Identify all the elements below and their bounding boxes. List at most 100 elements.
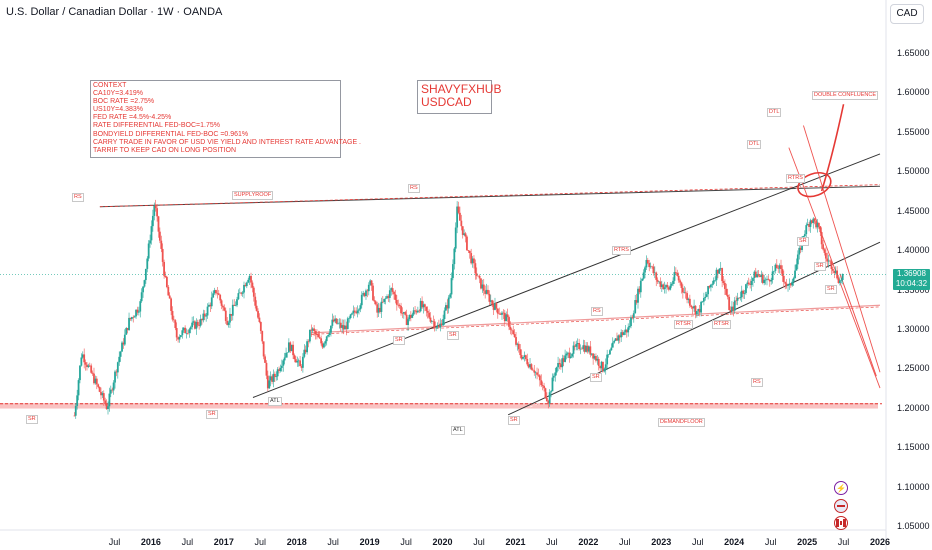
- candle-body: [782, 275, 785, 283]
- candle-body: [426, 310, 429, 313]
- candle-body: [773, 270, 775, 272]
- candle-body: [655, 272, 658, 280]
- candle-body: [372, 285, 374, 301]
- rtsr-label[interactable]: RTSR: [712, 320, 731, 329]
- rtsr-label[interactable]: RTSR: [674, 320, 693, 329]
- supply-roof-label[interactable]: SUPPLYROOF: [232, 191, 274, 200]
- candle-body: [679, 280, 681, 283]
- candle-body: [702, 297, 705, 302]
- candle-body: [494, 302, 496, 310]
- candle-body: [700, 301, 702, 313]
- brand-note-box[interactable]: SHAVYFXHUB USDCAD: [417, 80, 502, 114]
- canada-flag-icon[interactable]: [834, 516, 848, 530]
- candle-body: [366, 290, 369, 292]
- candle-body: [649, 266, 652, 268]
- candle-body: [743, 292, 746, 294]
- rs-label[interactable]: RS: [408, 184, 420, 193]
- dtl-label[interactable]: DTL: [767, 108, 782, 117]
- context-note-box[interactable]: CONTEXT CA10Y=3.419% BOC RATE =2.75% US1…: [90, 80, 361, 158]
- candle-body: [732, 306, 735, 311]
- atl-label[interactable]: ATL: [268, 397, 282, 406]
- candle-body: [541, 385, 544, 386]
- candle-body: [157, 216, 160, 232]
- candle-body: [254, 296, 257, 306]
- rtrs-label[interactable]: RTRS: [612, 246, 631, 255]
- last-price-marker[interactable]: 1.36908 10:04:32: [893, 269, 930, 290]
- candle-body: [251, 282, 254, 288]
- candle-body: [317, 334, 320, 338]
- candle-body: [740, 290, 743, 298]
- dtl-label[interactable]: DTL: [747, 140, 762, 149]
- sr-label[interactable]: SR: [814, 262, 826, 271]
- candle-body: [551, 377, 554, 392]
- double-confluence-label[interactable]: DOUBLE CONFLUENCE: [812, 91, 879, 100]
- rs-label[interactable]: RS: [591, 307, 603, 316]
- candle-body: [397, 304, 400, 306]
- candle-body: [289, 342, 292, 352]
- candle-body: [175, 328, 178, 338]
- atl-label[interactable]: ATL: [451, 426, 465, 435]
- candle-body: [513, 334, 516, 338]
- candle-body: [314, 331, 317, 335]
- candle-body: [585, 345, 588, 352]
- sr-line: [311, 304, 881, 334]
- sr-label[interactable]: SR: [26, 415, 38, 424]
- candle-body: [286, 352, 289, 353]
- sr-label[interactable]: SR: [825, 285, 837, 294]
- candle-body: [300, 366, 303, 368]
- candle-body: [746, 282, 749, 285]
- candle-body: [421, 300, 423, 308]
- brand-name: SHAVYFXHUB: [421, 82, 502, 96]
- candle-body: [269, 376, 272, 381]
- candle-body: [496, 308, 499, 314]
- candle-body: [791, 281, 794, 286]
- candle-body: [834, 270, 837, 274]
- currency-badge[interactable]: CAD: [890, 4, 924, 24]
- sr-label[interactable]: SR: [447, 331, 459, 340]
- lightning-icon[interactable]: ⚡: [834, 481, 848, 495]
- candle-body: [453, 248, 456, 265]
- candle-body: [109, 389, 112, 394]
- candle-body: [457, 206, 460, 213]
- candle-body: [275, 376, 278, 378]
- candle-body: [313, 328, 316, 332]
- candle-body: [589, 346, 592, 355]
- candle-body: [80, 357, 83, 366]
- candle-body: [342, 325, 345, 330]
- candle-body: [557, 363, 559, 368]
- rs-label[interactable]: RS: [751, 378, 763, 387]
- rtrs-label[interactable]: RTRS: [786, 174, 805, 183]
- sr-label[interactable]: SR: [797, 237, 809, 246]
- candle-body: [77, 380, 80, 396]
- candle-body: [182, 327, 185, 331]
- candle-body: [360, 294, 363, 306]
- candle-body: [111, 389, 114, 391]
- candle-body: [438, 325, 440, 328]
- candle-body: [128, 317, 130, 331]
- context-line: TARRIF TO KEEP CAD ON LONG POSITION: [93, 146, 237, 154]
- sr-label[interactable]: SR: [508, 416, 520, 425]
- supply-roof-dashed-line: [99, 184, 881, 208]
- y-tick-label: 1.30000: [897, 323, 930, 334]
- us-flag-icon[interactable]: [834, 499, 848, 513]
- candle-body: [423, 304, 426, 307]
- context-line: BONDYIELD DIFFERENTIAL FED-BOC =0.961%: [93, 130, 249, 138]
- sr-label[interactable]: SR: [590, 373, 602, 382]
- sr-label[interactable]: SR: [393, 336, 405, 345]
- candle-body: [339, 322, 342, 328]
- candle-body: [707, 286, 710, 295]
- candle-body: [376, 304, 379, 313]
- candle-body: [250, 275, 252, 283]
- demand-floor-label[interactable]: DEMANDFLOOR: [658, 418, 705, 427]
- candle-body: [140, 292, 143, 302]
- candle-body: [217, 293, 220, 295]
- candle-body: [311, 328, 314, 331]
- candle-body: [365, 290, 367, 297]
- candle-body: [223, 307, 226, 311]
- y-tick-label: 1.45000: [897, 205, 930, 216]
- sr-label[interactable]: SR: [206, 410, 218, 419]
- candle-body: [387, 296, 390, 298]
- rs-label[interactable]: RS: [72, 193, 84, 202]
- candle-body: [473, 258, 475, 264]
- candle-body: [651, 266, 653, 268]
